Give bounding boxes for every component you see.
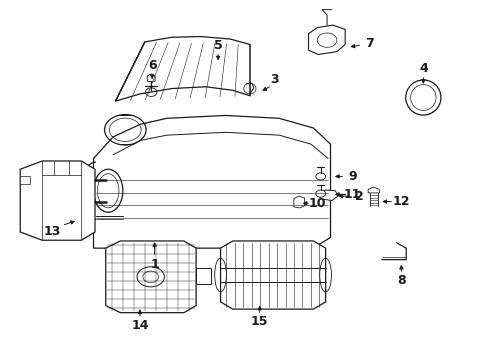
Polygon shape — [220, 241, 326, 309]
Text: 15: 15 — [251, 315, 269, 328]
Polygon shape — [294, 196, 305, 208]
Text: 5: 5 — [214, 39, 222, 52]
Text: 12: 12 — [392, 195, 410, 208]
Text: 11: 11 — [344, 188, 361, 201]
Text: 4: 4 — [419, 62, 428, 75]
Polygon shape — [106, 241, 196, 313]
Text: 10: 10 — [309, 197, 326, 210]
Polygon shape — [196, 268, 211, 284]
Circle shape — [137, 267, 164, 287]
Text: 9: 9 — [348, 170, 357, 183]
Polygon shape — [20, 176, 30, 184]
Circle shape — [316, 173, 326, 180]
Polygon shape — [94, 116, 331, 248]
Text: 6: 6 — [148, 59, 156, 72]
Polygon shape — [318, 190, 338, 201]
Text: 8: 8 — [397, 274, 406, 287]
Text: 2: 2 — [355, 190, 364, 203]
Text: 1: 1 — [150, 258, 159, 271]
Text: 7: 7 — [365, 37, 374, 50]
Text: 14: 14 — [131, 319, 148, 332]
Polygon shape — [147, 74, 155, 81]
Circle shape — [316, 190, 326, 197]
Polygon shape — [116, 37, 250, 101]
Polygon shape — [20, 161, 95, 240]
Polygon shape — [368, 187, 379, 193]
Polygon shape — [309, 25, 345, 54]
Text: 3: 3 — [270, 73, 279, 86]
Text: 13: 13 — [43, 225, 61, 238]
